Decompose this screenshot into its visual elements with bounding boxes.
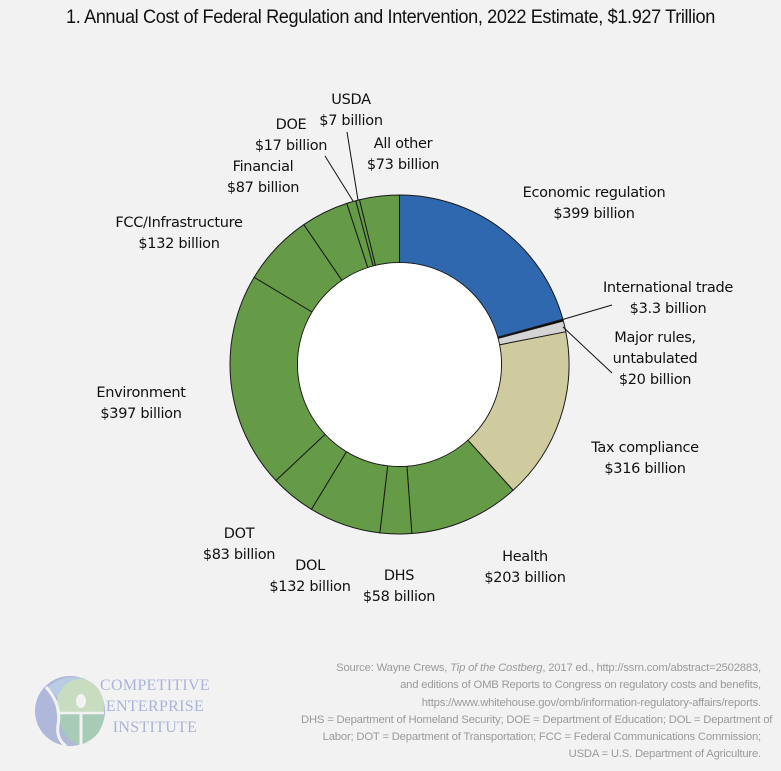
slice-label-economic-regulation: Economic regulation $399 billion <box>522 185 666 222</box>
slice-label-environment: Environment $397 billion <box>96 385 186 422</box>
slice-label-doe: DOE $17 billion <box>254 117 328 154</box>
source-note: Source: Wayne Crews, Tip of the Costberg… <box>301 660 773 764</box>
leader-lines <box>324 131 613 374</box>
slice-label-usda: USDA $7 billion <box>319 92 383 129</box>
leader-line-doe <box>324 155 354 202</box>
leader-line-usda <box>346 131 359 201</box>
slice-label-dol: DOL $132 billion <box>269 558 351 595</box>
leader-line-major-rules <box>562 326 613 374</box>
donut-hole <box>298 263 501 466</box>
slice-label-all-other: All other $73 billion <box>366 136 440 173</box>
abbrev-line-3: USDA = U.S. Department of Agriculture. <box>568 748 762 761</box>
abbrev-line-2: Labor; DOT = Department of Transportatio… <box>322 731 762 744</box>
leader-line-international-trade <box>560 304 613 321</box>
source-line-2: and editions of OMB Reports to Congress … <box>400 679 761 692</box>
slice-label-fcc-infrastructure: FCC/Infrastructure $132 billion <box>115 215 243 252</box>
slice-all-other <box>359 194 400 266</box>
cei-logo-text: COMPETITIVE ENTERPRISE INSTITUTE <box>100 677 210 736</box>
chart-title: 1. Annual Cost of Federal Regulation and… <box>66 6 715 28</box>
cei-logo-icon <box>35 676 105 747</box>
slice-economic-regulation <box>399 194 564 338</box>
slice-label-dhs: DHS $58 billion <box>362 568 436 605</box>
donut-slices <box>229 194 570 535</box>
slice-label-major-rules: Major rules, untabulated $20 billion <box>612 330 698 388</box>
source-line-3: https://www.whitehouse.gov/omb/informati… <box>421 696 761 709</box>
slice-label-financial: Financial $87 billion <box>226 159 300 196</box>
slice-label-dot: DOT $83 billion <box>202 526 276 563</box>
slice-environment <box>229 276 326 481</box>
slice-label-international-trade: International trade $3.3 billion <box>602 280 734 317</box>
abbrev-line-1: DHS = Department of Homeland Security; D… <box>301 713 773 726</box>
source-line-1: Source: Wayne Crews, Tip of the Costberg… <box>336 662 761 674</box>
slice-label-tax-compliance: Tax compliance $316 billion <box>591 440 699 477</box>
slice-label-health: Health $203 billion <box>484 549 566 586</box>
